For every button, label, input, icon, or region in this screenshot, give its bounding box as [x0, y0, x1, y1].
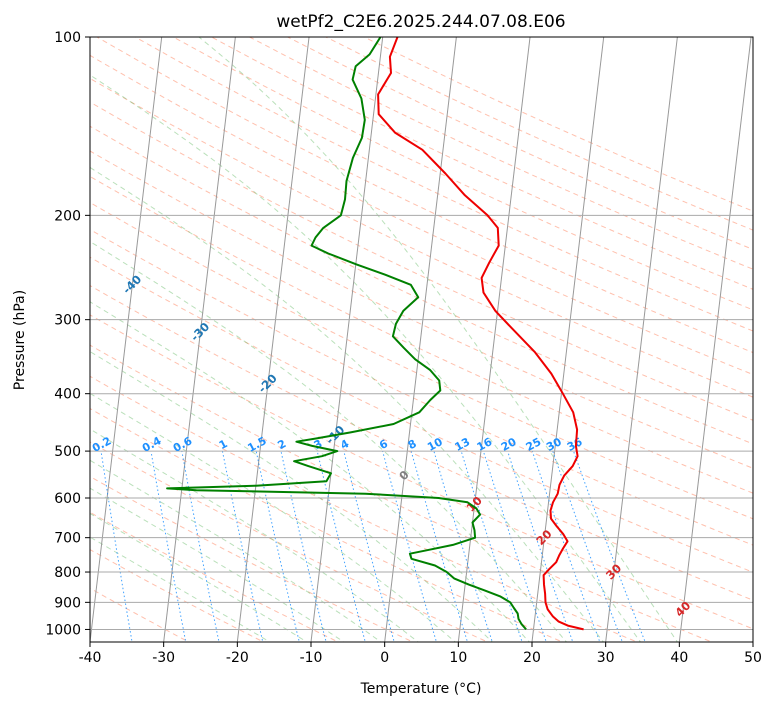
mixing-ratio-line	[573, 450, 646, 642]
isotherm-line	[605, 37, 678, 642]
mixing-ratio-label: 25	[524, 435, 544, 454]
mixing-ratio-line	[280, 450, 327, 642]
y-tick-label: 100	[54, 30, 81, 46]
dry-adiabat-line	[211, 37, 753, 290]
x-tick-label: 0	[380, 650, 389, 666]
moist-adiabat-line	[90, 166, 605, 642]
dry-adiabat-line	[90, 150, 753, 469]
mixing-ratio-line	[221, 450, 264, 642]
dry-adiabat-line	[90, 284, 753, 601]
y-axis-label: Pressure (hPa)	[12, 290, 28, 390]
y-tick-label: 400	[54, 387, 81, 403]
mixing-ratio-line	[410, 450, 469, 642]
x-tick-label: 40	[670, 650, 688, 666]
dry-adiabat-line	[90, 475, 415, 642]
y-tick-label: 300	[54, 313, 81, 329]
dry-adiabat-line	[96, 37, 753, 354]
dry-adiabat-line	[90, 201, 753, 520]
dry-adiabat-line	[90, 175, 753, 494]
mixing-ratio-label: 13	[453, 435, 473, 454]
x-tick-label: -30	[152, 650, 175, 666]
isotherm-line	[310, 37, 384, 642]
x-tick-label: 10	[449, 650, 467, 666]
x-tick-label: -40	[79, 650, 102, 666]
chart-title: wetPf2_C2E6.2025.244.07.08.E06	[276, 12, 565, 32]
isotherm-line	[678, 37, 752, 642]
plot-frame	[89, 36, 754, 643]
dry-adiabat-line	[90, 314, 753, 630]
x-axis-label: Temperature (°C)	[360, 681, 482, 697]
background-lines	[90, 37, 753, 642]
y-tick-label: 700	[54, 531, 81, 547]
x-tick-label: -10	[300, 650, 323, 666]
dry-adiabat-line	[90, 125, 753, 445]
moist-adiabat-line	[90, 487, 345, 642]
isotherm-line	[457, 37, 531, 642]
mixing-ratio-line	[507, 450, 574, 642]
x-tick-label: -20	[226, 650, 249, 666]
x-tick-label: 30	[597, 650, 615, 666]
temperature-profile-line	[377, 37, 584, 631]
y-tick-label: 600	[54, 491, 81, 507]
isotherm-line	[384, 37, 457, 642]
mixing-ratio-line	[482, 450, 547, 642]
mixing-ratio-line	[100, 451, 133, 642]
profile-lines	[166, 37, 584, 631]
mixing-ratio-line	[552, 450, 623, 642]
mixing-ratio-line	[343, 450, 395, 642]
isotherm-line	[531, 37, 605, 642]
y-tick-label: 500	[54, 444, 81, 460]
mixing-ratio-line	[181, 451, 220, 642]
x-tick-label: 50	[744, 650, 762, 666]
mixing-ratio-line	[460, 450, 523, 642]
y-tick-label: 1000	[45, 622, 81, 638]
isotherm-line	[90, 37, 163, 642]
mixing-ratio-line	[531, 450, 601, 642]
mixing-ratio-label: 16	[475, 435, 495, 454]
moist-adiabat-line	[90, 74, 642, 642]
dry-adiabat-line	[90, 256, 753, 573]
dewpoint-profile-line	[166, 37, 527, 631]
mixing-ratio-label: 30	[544, 435, 564, 454]
dry-adiabat-line	[90, 407, 564, 642]
y-tick-label: 900	[54, 595, 81, 611]
mixing-ratio-line	[316, 450, 366, 642]
y-tick-label: 200	[54, 208, 81, 224]
mixing-ratio-line	[255, 450, 300, 642]
isotherm-line	[236, 37, 310, 642]
isotherm-line	[163, 37, 236, 642]
mixing-ratio-line	[433, 450, 493, 642]
moist-adiabat-line	[90, 351, 494, 642]
y-tick-label: 800	[54, 565, 81, 581]
mixing-ratio-line	[382, 450, 437, 642]
mixing-ratio-label: 10	[425, 435, 445, 454]
axes: -40 -30 -20 -10 0 10 20 30 40 50 100 200 300 400 500 60…	[45, 30, 762, 666]
x-tick-label: 20	[523, 650, 541, 666]
dry-adiabat-line	[90, 77, 753, 398]
mixing-ratio-label: 36	[565, 435, 585, 454]
mixing-ratio-line	[150, 451, 187, 642]
mixing-ratio-label: 20	[499, 435, 519, 454]
